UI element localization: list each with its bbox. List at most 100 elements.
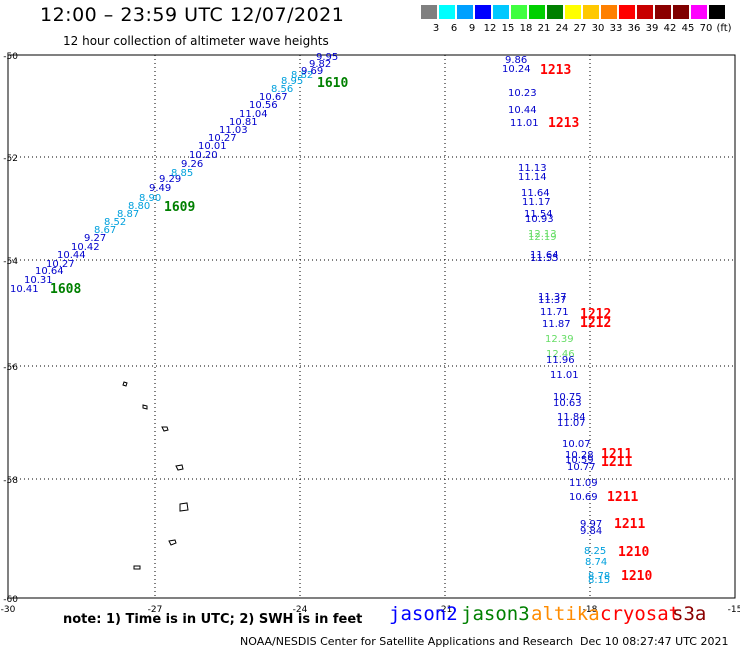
lat-tick-label: -52 bbox=[3, 154, 18, 164]
wave-height-label: 10.27 bbox=[208, 133, 237, 144]
color-scale-label: 27 bbox=[573, 23, 587, 34]
color-scale-swatch bbox=[439, 5, 455, 19]
wave-height-label: 11.84 bbox=[557, 412, 586, 423]
wave-height-label: 8.25 bbox=[584, 546, 606, 557]
wave-height-label: 11.04 bbox=[239, 109, 268, 120]
color-scale-label: 6 bbox=[450, 23, 458, 34]
wave-height-label: 10.31 bbox=[24, 275, 53, 286]
wave-height-label: 10.63 bbox=[553, 398, 582, 409]
wave-height-label: 10.23 bbox=[508, 88, 537, 99]
color-scale-label: 3 bbox=[432, 23, 440, 34]
lat-tick-label: -60 bbox=[3, 595, 18, 605]
page-title: 12:00 – 23:59 UTC 12/07/2021 bbox=[40, 4, 345, 26]
wave-height-label: 10.07 bbox=[562, 439, 591, 450]
color-scale-swatch bbox=[457, 5, 473, 19]
lon-tick-label: -27 bbox=[148, 605, 163, 615]
wave-height-label: 11.96 bbox=[546, 355, 575, 366]
color-scale-swatch bbox=[565, 5, 581, 19]
wave-height-label: 10.81 bbox=[229, 117, 258, 128]
wave-height-label: 12.39 bbox=[545, 334, 574, 345]
wave-height-label: 11.64 bbox=[521, 188, 550, 199]
wave-height-label: 10.59 bbox=[565, 455, 594, 466]
wave-height-label: 10.01 bbox=[198, 141, 227, 152]
color-scale-swatch bbox=[475, 5, 491, 19]
wave-height-label: 10.77 bbox=[567, 462, 596, 473]
lat-tick-label: -54 bbox=[3, 257, 18, 267]
wave-height-label: 10.93 bbox=[525, 214, 554, 225]
color-scale-label: 12 bbox=[483, 23, 497, 34]
color-scale-swatch bbox=[547, 5, 563, 19]
track-time-label: 1213 bbox=[540, 63, 571, 78]
lon-tick-label: -15 bbox=[728, 605, 740, 615]
wave-height-label: 11.71 bbox=[540, 307, 569, 318]
wave-height-label: 11.64 bbox=[530, 250, 559, 261]
wave-height-label: 11.14 bbox=[518, 172, 547, 183]
wave-height-label: 10.56 bbox=[249, 100, 278, 111]
wave-height-label: 10.42 bbox=[71, 242, 100, 253]
wave-height-label: 9.97 bbox=[580, 519, 602, 530]
color-scale-label: 36 bbox=[627, 23, 641, 34]
wave-height-label: 11.09 bbox=[569, 478, 598, 489]
color-scale-swatch bbox=[709, 5, 725, 19]
wave-height-label: 9.95 bbox=[316, 52, 338, 63]
lon-tick-label: -18 bbox=[583, 605, 598, 615]
track-time-label: 1608 bbox=[50, 282, 81, 297]
lon-tick-label: -21 bbox=[438, 605, 453, 615]
wave-height-label: 9.86 bbox=[505, 55, 527, 66]
wave-height-label: 9.29 bbox=[159, 174, 181, 185]
wave-height-label: 8.67 bbox=[94, 225, 116, 236]
track-time-label: 1212 bbox=[580, 307, 611, 322]
color-scale-swatch bbox=[583, 5, 599, 19]
island-outline bbox=[133, 565, 141, 570]
wave-height-label: 11.01 bbox=[550, 370, 579, 381]
wave-height-label: 10.44 bbox=[57, 250, 86, 261]
wave-height-label: 8.85 bbox=[171, 168, 193, 179]
color-scale-swatch bbox=[421, 5, 437, 19]
wave-height-label: 11.87 bbox=[542, 319, 571, 330]
page-subtitle: 12 hour collection of altimeter wave hei… bbox=[63, 34, 329, 48]
lat-tick-label: -56 bbox=[3, 363, 18, 373]
track-time-label: 1609 bbox=[164, 200, 195, 215]
wave-height-label: 8.95 bbox=[281, 76, 303, 87]
wave-height-label: 10.44 bbox=[508, 105, 537, 116]
wave-height-label: 12.19 bbox=[528, 232, 557, 243]
color-scale-label: 33 bbox=[609, 23, 623, 34]
footer-credit: NOAA/NESDIS Center for Satellite Applica… bbox=[240, 635, 574, 648]
wave-height-label: 9.49 bbox=[149, 183, 171, 194]
wave-height-label: 11.37 bbox=[538, 295, 567, 306]
island-outline bbox=[161, 426, 169, 432]
wave-height-label: 11.54 bbox=[524, 209, 553, 220]
track-time-label: 1210 bbox=[618, 545, 649, 560]
wave-height-label: 10.67 bbox=[259, 92, 288, 103]
color-scale-swatch bbox=[619, 5, 635, 19]
wave-height-label: 11.03 bbox=[219, 125, 248, 136]
color-scale-label: (ft) bbox=[716, 23, 732, 34]
wave-height-label: 8.15 bbox=[588, 575, 610, 586]
wave-height-label: 11.37 bbox=[538, 292, 567, 303]
wave-height-label: 8.56 bbox=[271, 84, 293, 95]
satellite-legend-altika: altika bbox=[531, 603, 600, 625]
lat-tick-label: -58 bbox=[3, 476, 18, 486]
wave-height-label: 10.27 bbox=[46, 259, 75, 270]
footer-timestamp: Dec 10 08:27:47 UTC 2021 bbox=[580, 635, 729, 648]
footer-note: note: 1) Time is in UTC; 2) SWH is in fe… bbox=[63, 612, 363, 627]
wave-height-label: 10.20 bbox=[189, 150, 218, 161]
wave-height-label: 8.87 bbox=[117, 209, 139, 220]
color-scale-swatch bbox=[529, 5, 545, 19]
lon-tick-label: -24 bbox=[293, 605, 308, 615]
color-scale-label: 9 bbox=[468, 23, 476, 34]
wave-height-label: 10.41 bbox=[10, 284, 39, 295]
wave-height-label: 8.74 bbox=[585, 557, 607, 568]
wave-height-label: 9.69 bbox=[301, 66, 323, 77]
lon-tick-label: -30 bbox=[1, 605, 16, 615]
island-outline bbox=[175, 464, 184, 471]
color-scale-swatch bbox=[637, 5, 653, 19]
color-scale-label: 15 bbox=[501, 23, 515, 34]
wave-height-label: 11.07 bbox=[557, 418, 586, 429]
island-outline bbox=[168, 539, 177, 546]
wave-height-label: 9.26 bbox=[181, 159, 203, 170]
color-scale-label: 21 bbox=[537, 23, 551, 34]
wave-height-label: 8.90 bbox=[139, 193, 161, 204]
color-scale-swatch bbox=[655, 5, 671, 19]
